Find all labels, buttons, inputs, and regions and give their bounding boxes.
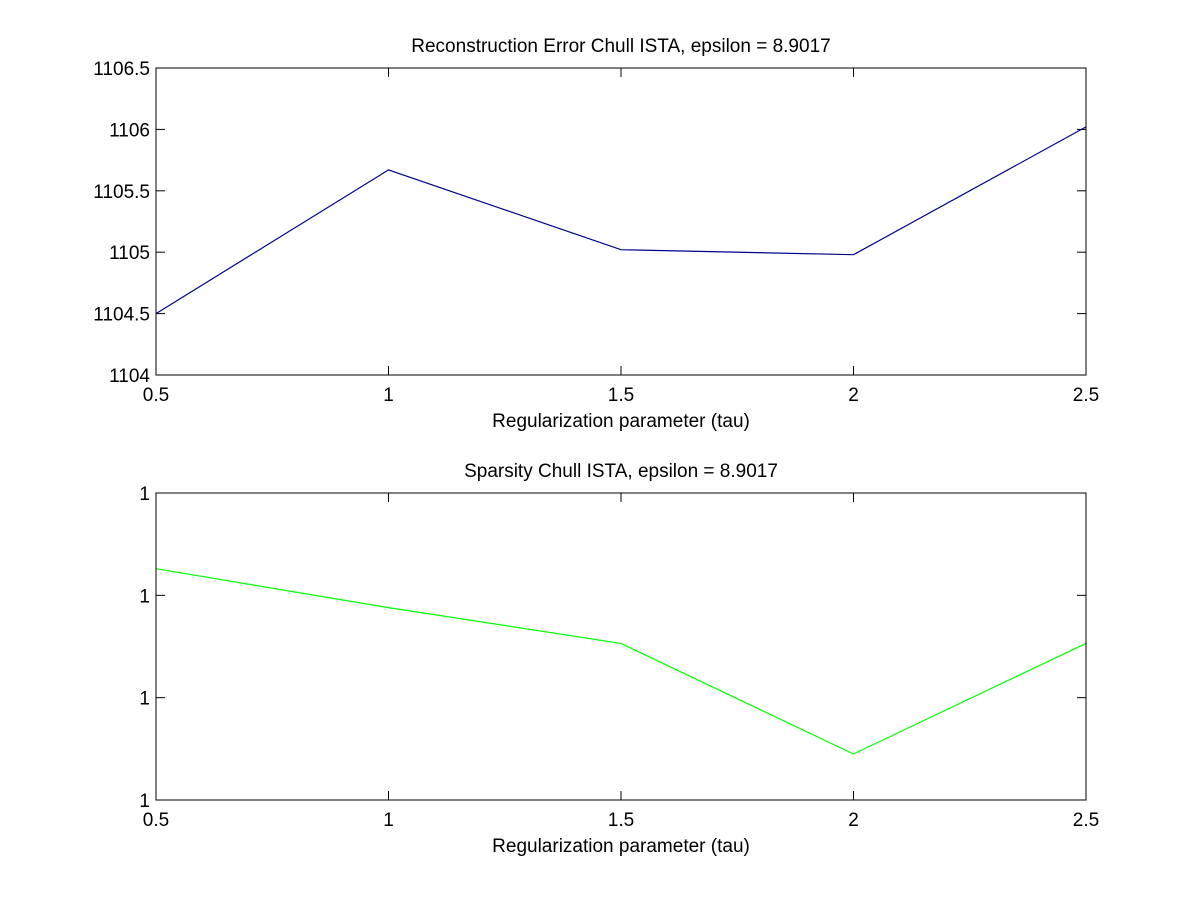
x-tick-label: 1 [383, 810, 394, 831]
y-tick-label: 1104.5 [93, 305, 150, 326]
y-tick-label: 1105.5 [93, 182, 150, 203]
y-tick-label: 1106 [109, 120, 150, 141]
sparsity-chart: Sparsity Chull ISTA, epsilon = 8.9017 Re… [139, 461, 1099, 857]
y-tick-label: 1 [139, 791, 150, 812]
x-axis-label: Regularization parameter (tau) [492, 836, 750, 857]
x-tick-label: 1.5 [608, 385, 634, 406]
y-tick-label: 1105 [109, 243, 150, 264]
axis-ticks: 0.5 1 1.5 2 2.5 1104 1104.5 1105 1105.5 1106 1106.… [93, 59, 1099, 406]
x-tick-label: 1.5 [608, 810, 634, 831]
x-tick-label: 0.5 [143, 810, 169, 831]
x-tick-label: 2 [848, 810, 859, 831]
plot-area-frame [155, 67, 1087, 376]
x-tick-label: 2.5 [1073, 385, 1099, 406]
reconstruction-error-chart: Reconstruction Error Chull ISTA, epsilon… [93, 36, 1099, 432]
reconstruction-error-line [155, 126, 1087, 315]
sparsity-line [155, 568, 1087, 755]
x-axis-label: Regularization parameter (tau) [492, 411, 750, 432]
x-tick-label: 0.5 [143, 385, 169, 406]
plot-area-frame [155, 492, 1087, 801]
y-tick-label: 1106.5 [93, 59, 150, 80]
x-tick-label: 2 [848, 385, 859, 406]
y-tick-label: 1 [139, 484, 150, 505]
x-tick-label: 1 [383, 385, 394, 406]
x-tick-label: 2.5 [1073, 810, 1099, 831]
chart-title: Sparsity Chull ISTA, epsilon = 8.9017 [464, 461, 778, 482]
y-tick-label: 1 [139, 689, 150, 710]
y-tick-label: 1 [139, 586, 150, 607]
chart-title: Reconstruction Error Chull ISTA, epsilon… [411, 36, 830, 57]
y-tick-label: 1104 [109, 366, 150, 387]
